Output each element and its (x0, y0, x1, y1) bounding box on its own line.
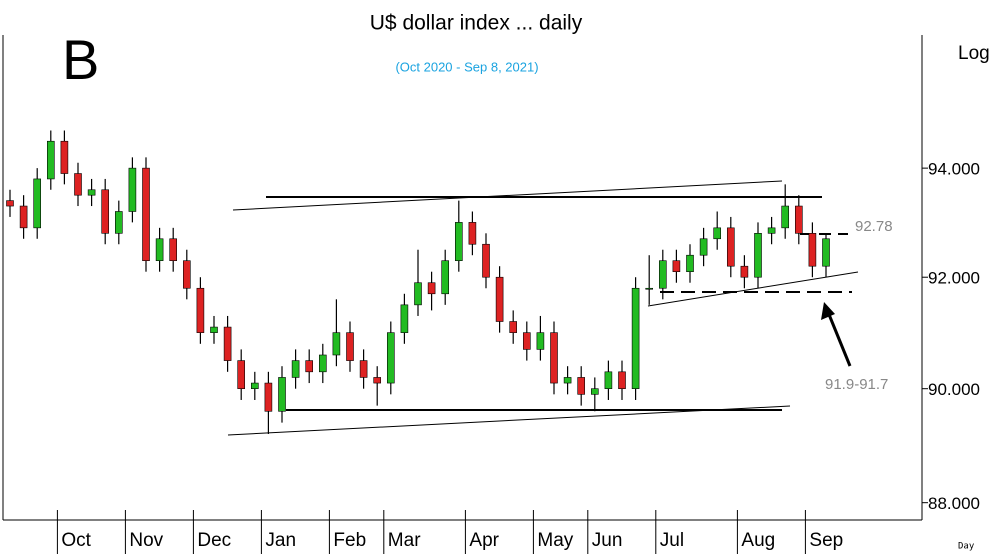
candle-body (318, 354, 327, 373)
candle-body (522, 332, 531, 350)
candle-body (291, 360, 300, 378)
x-tick-label: May (537, 530, 573, 551)
candle-body (101, 189, 109, 234)
x-tick-label: Oct (61, 530, 91, 551)
candle-body (495, 276, 504, 322)
candle-body (115, 211, 123, 234)
y-tick-label: 94.000 (928, 160, 980, 179)
candle-body (60, 140, 69, 174)
candle-body (577, 377, 586, 395)
candle-body (658, 260, 667, 289)
annotation: 92.78 (855, 218, 893, 235)
candle-body (19, 205, 28, 229)
chart-subtitle: (Oct 2020 - Sep 8, 2021) (395, 59, 538, 74)
candle-body (223, 326, 232, 361)
candle-body (550, 332, 558, 384)
y-axis-label: Log (958, 43, 990, 64)
candle-body (686, 254, 694, 273)
candle-body (46, 140, 55, 180)
x-tick-label: Jul (660, 530, 684, 551)
trend-line (227, 405, 791, 436)
x-tick-label: Jun (592, 530, 623, 551)
candle-body (536, 332, 545, 350)
y-tick-label: 90.000 (928, 380, 980, 399)
candle-body (6, 200, 14, 207)
candle-body (713, 227, 722, 240)
candle-body (794, 205, 803, 234)
annotation: 91.9-91.7 (825, 376, 888, 393)
x-tick-label: Jan (265, 530, 296, 551)
candle-body (278, 377, 286, 412)
x-tick-label: Nov (129, 530, 163, 551)
candle-body (645, 287, 654, 290)
candle-body (33, 178, 42, 229)
candle-body (169, 238, 177, 262)
x-tick-label: Aug (741, 530, 775, 551)
candle-body (155, 238, 164, 262)
x-tick-label: Dec (197, 530, 231, 551)
trend-line (232, 180, 783, 211)
candle-body (468, 222, 477, 245)
arrow (826, 311, 852, 367)
candle-body (441, 260, 450, 295)
candle-body (808, 233, 817, 267)
candle-body (128, 167, 137, 212)
x-tick-label: Sep (809, 530, 843, 551)
x-tick-label: Feb (333, 530, 366, 551)
candle-body (672, 260, 681, 273)
candle-body (183, 260, 191, 289)
candle-body (427, 282, 436, 295)
chart-title: U$ dollar index ... daily (370, 12, 583, 35)
y-tick-label: 92.000 (928, 269, 980, 288)
candle-body (87, 189, 96, 196)
candle-body (822, 238, 830, 267)
candle-body (699, 238, 708, 256)
candle-body (251, 382, 259, 389)
candle-body (400, 304, 409, 333)
candle-body (142, 167, 150, 262)
panel-label: B (62, 28, 99, 91)
candle-body (386, 332, 395, 384)
candle-body (454, 222, 463, 262)
candle-body (740, 265, 749, 278)
x-axis-label: Day (958, 542, 975, 552)
candle-body (726, 227, 735, 267)
x-tick-label: Mar (388, 530, 421, 551)
candle-body (210, 326, 218, 333)
candle-body (590, 388, 599, 395)
trend-line (647, 271, 859, 307)
candle-body (373, 377, 382, 384)
candle-body (332, 332, 341, 356)
candle-body (509, 321, 518, 333)
candle-body (346, 332, 354, 361)
candle-body (563, 377, 572, 384)
x-tick-label: Apr (469, 530, 499, 551)
y-tick-label: 88.000 (928, 494, 980, 513)
candle-body (604, 371, 613, 389)
candle-body (196, 287, 205, 333)
candle-body (305, 360, 314, 373)
candle-body (414, 282, 422, 306)
candle-body (767, 227, 776, 234)
candle-body (631, 287, 640, 389)
candle-body (74, 173, 82, 196)
candle-body (618, 371, 626, 389)
candle-body (237, 360, 245, 389)
candle-body (754, 233, 762, 278)
candle-body (359, 360, 368, 378)
candle-body (781, 205, 790, 229)
candle-body (482, 243, 490, 278)
arrow-head (821, 302, 835, 320)
candle-body (264, 382, 273, 412)
